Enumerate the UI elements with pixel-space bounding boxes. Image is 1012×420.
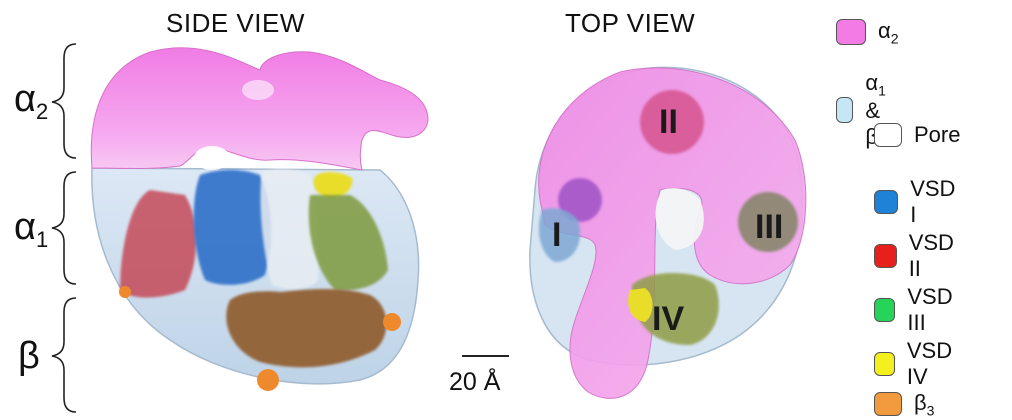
side-beta3-orange — [119, 286, 131, 298]
side-beta3-orange — [383, 313, 401, 331]
top-vsd2-red — [640, 90, 704, 154]
top-vsd4-yellow — [628, 288, 653, 322]
legend-item-beta3: β3 — [874, 390, 934, 418]
legend-swatch — [874, 190, 899, 214]
top-pore-white — [655, 188, 704, 250]
top-vsd3-green — [738, 192, 798, 252]
legend-item-vsd2: VSD II — [874, 230, 959, 282]
side-cap-hole — [194, 146, 230, 170]
top-vsd4-green-yellow — [631, 272, 719, 345]
legend-swatch — [874, 352, 895, 376]
domain-label-I: I — [552, 216, 562, 254]
domain-label-III: III — [755, 208, 784, 246]
legend-swatch — [874, 244, 897, 268]
legend-swatch — [836, 19, 866, 46]
alpha1-label: α1 — [14, 206, 49, 252]
side-beta-brown — [226, 288, 387, 368]
side-view-title: SIDE VIEW — [166, 8, 305, 38]
legend-label: VSD IV — [906, 338, 953, 389]
side-beta3-orange — [257, 369, 279, 391]
legend-label: VSD III — [907, 284, 953, 335]
legend-swatch — [836, 97, 854, 124]
side-vsd3-green — [308, 195, 388, 291]
scale-bar-label: 20 Å — [449, 368, 501, 396]
legend-item-alpha2: α2 — [836, 18, 899, 46]
domain-label-II: II — [659, 103, 678, 141]
legend-swatch — [874, 298, 896, 322]
legend-item-vsd3: VSD III — [874, 284, 959, 336]
alpha2-brace — [51, 43, 77, 159]
side-vsd4-yellow — [313, 172, 353, 198]
legend-swatch — [874, 392, 902, 417]
top-alpha2-pink — [538, 67, 807, 399]
legend-label: VSD I — [910, 176, 956, 227]
alpha1-brace — [51, 171, 77, 285]
alpha2-label: α2 — [14, 78, 49, 124]
top-view-title: TOP VIEW — [565, 8, 696, 38]
top-vsd1-purple — [558, 178, 602, 222]
legend-swatch — [874, 123, 902, 147]
side-cap-hole — [242, 80, 274, 100]
side-vsd1-blue — [193, 169, 272, 285]
legend-label: VSD II — [908, 230, 954, 281]
top-vsd1-blue — [538, 208, 581, 262]
side-vsd2-red — [120, 190, 197, 298]
legend-label: β3 — [914, 390, 935, 419]
beta-label: β — [18, 335, 40, 377]
legend-item-vsd4: VSD IV — [874, 338, 959, 390]
legend-item-pore: Pore — [874, 122, 960, 148]
legend-label: Pore — [914, 122, 961, 147]
beta-brace — [51, 297, 77, 413]
legend-item-vsd1: VSD I — [874, 176, 959, 228]
side-pore-white — [260, 169, 319, 290]
legend-label: α2 — [878, 18, 899, 47]
domain-label-IV: IV — [652, 300, 685, 338]
